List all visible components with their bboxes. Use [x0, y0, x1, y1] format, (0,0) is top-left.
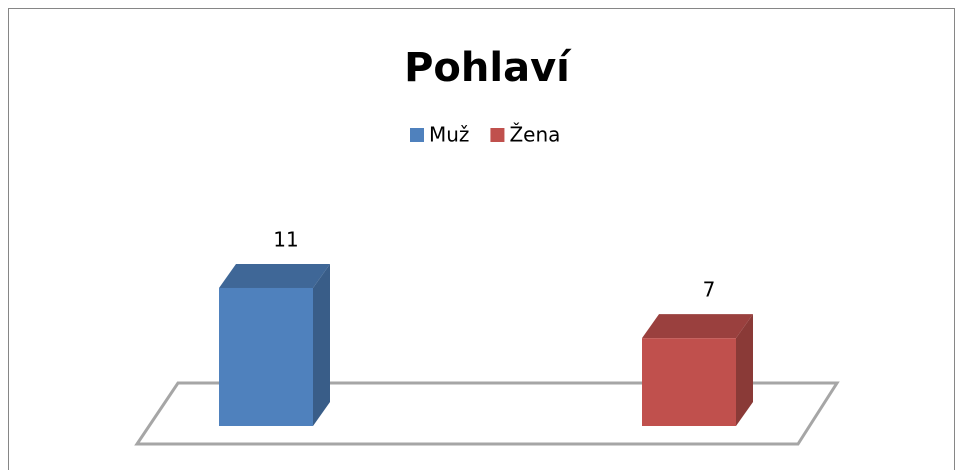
data-label: 7 — [703, 278, 716, 302]
bar-top — [219, 263, 330, 288]
bar-side — [736, 314, 753, 426]
legend-label: Muž — [429, 123, 469, 147]
bar-top — [642, 314, 753, 339]
legend-swatch — [490, 128, 505, 142]
legend-swatch — [410, 128, 424, 142]
legend-label: Žena — [509, 123, 560, 147]
data-label: 11 — [273, 227, 298, 251]
bar-side — [313, 263, 330, 426]
bar — [219, 287, 313, 426]
chart-title: Pohlaví — [404, 45, 572, 91]
bar — [642, 338, 736, 426]
